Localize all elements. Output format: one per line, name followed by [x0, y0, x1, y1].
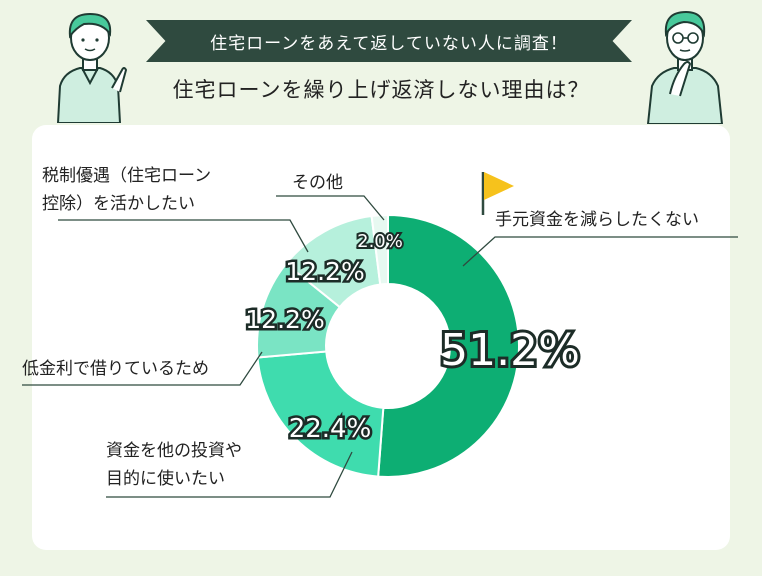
banner-text: 住宅ローンをあえて返していない人に調査！: [210, 33, 568, 54]
value-label-invest: 22.4%: [289, 414, 372, 444]
donut-hole: [326, 284, 450, 408]
category-label-invest-line1: 資金を他の投資や: [106, 441, 242, 461]
page-title: 住宅ローンを繰り上げ返済しない理由は？: [172, 78, 590, 102]
category-label-tax-line1: 税制優遇（住宅ローン: [42, 166, 212, 186]
value-label-tax: 12.2%: [285, 257, 364, 286]
value-label-own-funds: 51.2%: [440, 325, 580, 376]
woman-illustration: [56, 12, 128, 123]
flag-icon: [481, 172, 514, 215]
value-label-low-rate: 12.2%: [245, 305, 324, 334]
category-label-low-rate: 低金利で借りているため: [22, 359, 209, 379]
header-banner: 住宅ローンをあえて返していない人に調査！: [146, 20, 632, 62]
man-illustration: [646, 10, 724, 124]
category-label-own-funds: 手元資金を減らしたくない: [495, 210, 699, 230]
value-label-other: 2.0%: [357, 231, 403, 252]
category-label-tax-line2: 控除）を活かしたい: [42, 194, 195, 214]
category-label-invest-line2: 目的に使いたい: [106, 469, 225, 489]
category-label-other: その他: [292, 173, 343, 193]
